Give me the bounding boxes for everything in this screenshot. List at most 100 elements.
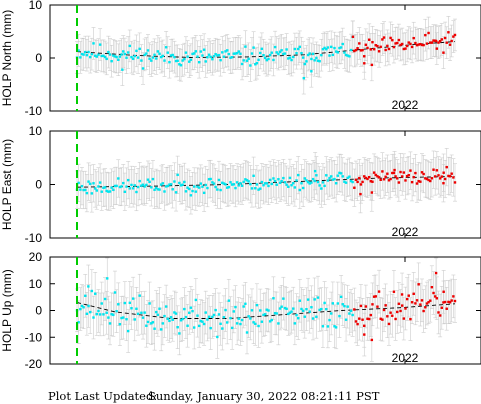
data-point: [379, 317, 382, 321]
data-point: [216, 335, 219, 339]
data-point: [453, 33, 457, 37]
data-point: [417, 283, 420, 286]
data-point: [209, 326, 212, 330]
data-point: [166, 51, 169, 54]
data-point: [282, 297, 285, 300]
data-point: [239, 322, 242, 326]
data-point: [176, 173, 179, 177]
data-point: [234, 186, 237, 190]
data-point: [396, 41, 399, 45]
data-point: [450, 39, 453, 43]
data-point: [130, 183, 133, 187]
data-point: [247, 57, 250, 61]
data-point: [391, 38, 394, 42]
data-point: [295, 51, 298, 55]
data-point: [130, 307, 133, 310]
data-point: [183, 57, 186, 61]
data-point: [169, 183, 173, 186]
data-point: [105, 311, 108, 314]
data-point: [336, 302, 340, 305]
data-point: [133, 184, 136, 187]
data-point: [245, 331, 249, 334]
data-point: [206, 318, 209, 321]
data-point: [262, 184, 265, 187]
data-point: [391, 314, 394, 317]
data-point: [453, 299, 457, 303]
data-point: [260, 180, 264, 184]
data-point: [287, 57, 290, 60]
data-point: [344, 181, 348, 184]
data-point: [270, 51, 273, 54]
data-point: [102, 54, 105, 58]
data-point: [295, 179, 298, 182]
data-point: [145, 324, 148, 327]
data-point: [400, 293, 404, 296]
data-point: [166, 317, 169, 321]
data-point: [209, 55, 212, 59]
data-point: [164, 46, 168, 49]
data-point: [336, 51, 340, 54]
data-point: [440, 175, 443, 178]
data-point: [363, 62, 366, 65]
data-point: [437, 41, 440, 44]
data-point: [240, 62, 244, 66]
data-point: [226, 49, 229, 52]
data-point: [313, 169, 317, 173]
data-point: [87, 304, 90, 308]
data-point: [186, 324, 189, 327]
data-point: [113, 55, 117, 58]
data-point: [197, 324, 201, 328]
data-point: [181, 183, 184, 186]
data-point: [346, 176, 349, 180]
data-point: [445, 307, 448, 310]
data-point: [153, 53, 156, 57]
data-point: [158, 52, 161, 55]
data-point: [156, 188, 160, 191]
data-point: [202, 191, 206, 195]
data-point: [409, 42, 412, 46]
data-point: [359, 304, 363, 308]
data-point: [376, 305, 379, 308]
data-point: [346, 305, 349, 308]
data-point: [316, 296, 320, 299]
data-point: [330, 312, 333, 315]
data-point: [115, 55, 118, 59]
x-tick-label: 2022: [392, 351, 419, 365]
data-point: [260, 47, 264, 50]
data-point: [221, 51, 224, 54]
east-panel: -10 0 10 2022 HOLP East (mm): [0, 124, 481, 245]
data-point: [174, 312, 178, 315]
trend-line: [76, 41, 456, 58]
data-point: [120, 53, 123, 56]
data-point: [287, 185, 290, 188]
data-point: [377, 176, 381, 179]
data-point: [163, 190, 166, 193]
data-point: [79, 56, 82, 59]
data-point: [186, 186, 189, 189]
data-point: [348, 175, 351, 178]
data-point: [197, 186, 201, 189]
data-point: [435, 169, 439, 172]
data-point: [202, 48, 206, 51]
data-point: [194, 298, 198, 302]
data-point: [252, 321, 255, 324]
data-point: [237, 184, 240, 187]
error-bars: [75, 16, 457, 95]
data-point: [112, 313, 115, 317]
data-point: [430, 285, 434, 289]
data-point: [448, 43, 452, 46]
data-point: [95, 189, 99, 192]
data-point: [201, 320, 204, 323]
data-point: [453, 181, 457, 184]
data-point: [452, 295, 455, 298]
data-point: [189, 194, 193, 197]
data-point: [244, 178, 247, 181]
data-point: [254, 63, 257, 66]
data-point: [250, 187, 254, 190]
data-points: [75, 165, 457, 197]
data-point: [110, 313, 113, 316]
data-point: [430, 177, 434, 180]
data-point: [351, 313, 354, 317]
data-point: [82, 53, 85, 56]
data-point: [407, 173, 410, 177]
